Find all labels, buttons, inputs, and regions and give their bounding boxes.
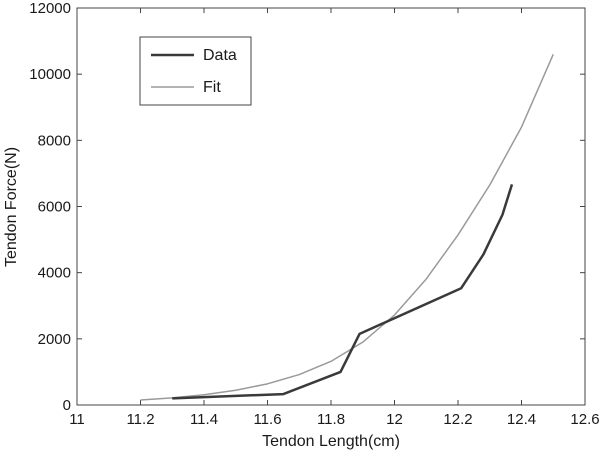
- x-tick-label: 12: [386, 411, 403, 428]
- y-tick-label: 6000: [38, 199, 71, 216]
- y-tick-label: 12000: [29, 0, 71, 17]
- x-tick-label: 12.6: [570, 411, 599, 428]
- legend-label-fit: Fit: [203, 79, 221, 96]
- series-line-data: [172, 183, 514, 400]
- legend: Data Fit: [139, 36, 252, 106]
- y-tick-label: 0: [63, 397, 71, 414]
- x-tick-label: 12.4: [507, 411, 536, 428]
- y-tick-label: 2000: [38, 331, 71, 348]
- legend-box: [139, 36, 252, 106]
- plot-frame: [76, 7, 586, 406]
- y-tick-label: 8000: [38, 132, 71, 149]
- x-tick-label: 11.8: [317, 411, 345, 428]
- x-tick-label: 11.2: [126, 411, 154, 428]
- y-tick-label: 10000: [29, 66, 71, 83]
- x-tick-label: 11.6: [253, 411, 281, 428]
- y-axis-label: Tendon Force(N): [3, 147, 20, 267]
- x-tick-label: 11: [69, 411, 85, 428]
- x-axis-label: Tendon Length(cm): [262, 433, 400, 450]
- y-tick-label: 4000: [38, 265, 71, 282]
- x-tick-label: 11.4: [190, 411, 218, 428]
- series-line-fit: [140, 54, 554, 401]
- legend-label-data: Data: [203, 47, 237, 64]
- x-tick-label: 12.2: [443, 411, 472, 428]
